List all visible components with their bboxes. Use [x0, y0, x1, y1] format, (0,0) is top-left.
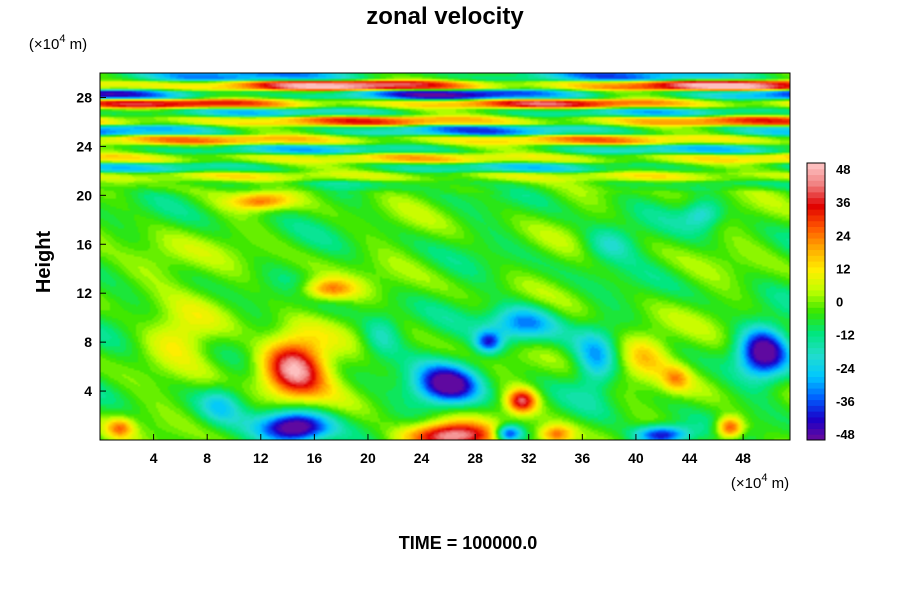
colorbar-band — [807, 313, 825, 320]
colorbar-band — [807, 284, 825, 291]
colorbar-band — [807, 330, 825, 337]
colorbar-band — [807, 411, 825, 418]
y-tick-label: 20 — [76, 187, 92, 203]
x-tick-label: 12 — [253, 450, 269, 466]
colorbar-band — [807, 416, 825, 424]
time-label: TIME = 100000.0 — [399, 533, 538, 553]
colorbar-band — [807, 336, 825, 343]
x-tick-label: 48 — [735, 450, 751, 466]
x-tick-label: 4 — [150, 450, 158, 466]
colorbar-band — [807, 243, 825, 251]
y-tick-label: 16 — [76, 236, 92, 252]
x-tick-label: 20 — [360, 450, 376, 466]
colorbar-tick-label: -48 — [836, 427, 855, 442]
y-tick-label: 12 — [76, 285, 92, 301]
plot-area — [99, 72, 791, 441]
colorbar-band — [807, 289, 825, 297]
colorbar-band — [807, 307, 825, 314]
colorbar-band — [807, 324, 825, 331]
x-axis-ticks: 4 8 12 16 20 24 28 32 36 40 44 48 — [150, 434, 751, 466]
y-tick-label: 24 — [76, 138, 92, 154]
colorbar-band — [807, 434, 825, 441]
colorbar-band — [807, 388, 825, 395]
colorbar-band — [807, 197, 825, 204]
colorbar-band — [807, 376, 825, 383]
colorbar-band — [807, 364, 825, 372]
colorbar-band — [807, 174, 825, 181]
x-tick-label: 40 — [628, 450, 644, 466]
colorbar-tick-label: 24 — [836, 228, 851, 243]
x-tick-label: 28 — [467, 450, 483, 466]
plot-frame — [99, 72, 791, 441]
y-tick-label: 28 — [76, 89, 92, 105]
colorbar-band — [807, 399, 825, 406]
colorbar-tick-label: 0 — [836, 295, 843, 310]
colorbar-band — [807, 405, 825, 412]
x-tick-label: 36 — [575, 450, 591, 466]
velocity-field — [100, 73, 790, 440]
colorbar-band — [807, 163, 825, 170]
colorbar-band — [807, 347, 825, 354]
colorbar-tick-label: -36 — [836, 394, 855, 409]
colorbar-band — [807, 301, 825, 308]
colorbar-band — [807, 266, 825, 274]
colorbar-band — [807, 261, 825, 268]
colorbar-band — [807, 393, 825, 401]
chart-title: zonal velocity — [366, 3, 524, 30]
colorbar: 48 36 24 12 0 -12 -24 -36 -48 — [806, 162, 856, 442]
y-unit-label: (×104 m) — [29, 33, 87, 53]
colorbar-tick-label: 36 — [836, 195, 850, 210]
colorbar-band — [807, 428, 825, 435]
colorbar-tick-label: -12 — [836, 328, 855, 343]
colorbar-band — [807, 272, 825, 279]
colorbar-band — [807, 168, 825, 176]
colorbar-ticks: 48 36 24 12 0 -12 -24 -36 -48 — [836, 162, 856, 442]
colorbar-band — [807, 186, 825, 193]
colorbar-band — [807, 359, 825, 366]
x-unit-label: (×104 m) — [731, 472, 789, 492]
colorbar-band — [807, 232, 825, 239]
colorbar-band — [807, 422, 825, 429]
colorbar-band — [807, 226, 825, 233]
colorbar-band — [807, 382, 825, 389]
colorbar-band — [807, 341, 825, 349]
x-tick-label: 32 — [521, 450, 537, 466]
colorbar-band — [807, 209, 825, 216]
colorbar-band — [807, 249, 825, 256]
colorbar-band — [807, 191, 825, 199]
colorbar-band — [807, 370, 825, 378]
colorbar-band — [807, 353, 825, 360]
x-tick-label: 24 — [414, 450, 430, 466]
colorbar-band — [807, 255, 825, 262]
colorbar-band — [807, 203, 825, 210]
colorbar-band — [807, 318, 825, 326]
colorbar-band — [807, 295, 825, 302]
colorbar-band — [807, 180, 825, 187]
colorbar-band — [807, 220, 825, 227]
y-axis-ticks: 4 8 12 16 20 24 28 — [76, 89, 106, 399]
x-tick-label: 8 — [203, 450, 211, 466]
colorbar-tick-label: 12 — [836, 261, 850, 276]
colorbar-band — [807, 214, 825, 222]
colorbar-band — [807, 278, 825, 285]
y-tick-label: 4 — [84, 383, 92, 399]
colorbar-band — [807, 238, 825, 245]
x-tick-label: 16 — [307, 450, 323, 466]
colorbar-bands — [807, 163, 825, 441]
y-axis-title: Height — [33, 231, 55, 294]
x-tick-label: 44 — [682, 450, 698, 466]
colorbar-frame — [806, 162, 826, 441]
y-tick-label: 8 — [84, 334, 92, 350]
colorbar-tick-label: 48 — [836, 162, 850, 177]
colorbar-tick-label: -24 — [836, 361, 856, 376]
